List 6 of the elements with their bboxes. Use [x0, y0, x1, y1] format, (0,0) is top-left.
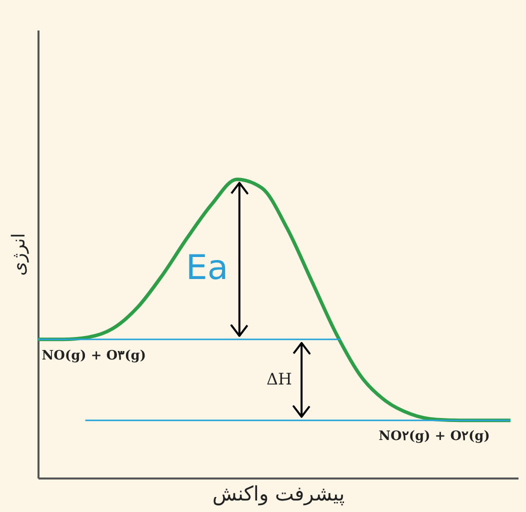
annotation: Ea — [186, 248, 228, 288]
annotation: NO(g) + O۳(g) — [42, 348, 146, 364]
y-axis-title: انرژی — [8, 233, 30, 276]
annotation: ΔH — [266, 369, 292, 388]
annotation: NO۲(g) + O۲(g) — [378, 429, 490, 444]
x-axis-title: پیشرفت واکنش — [212, 482, 345, 506]
